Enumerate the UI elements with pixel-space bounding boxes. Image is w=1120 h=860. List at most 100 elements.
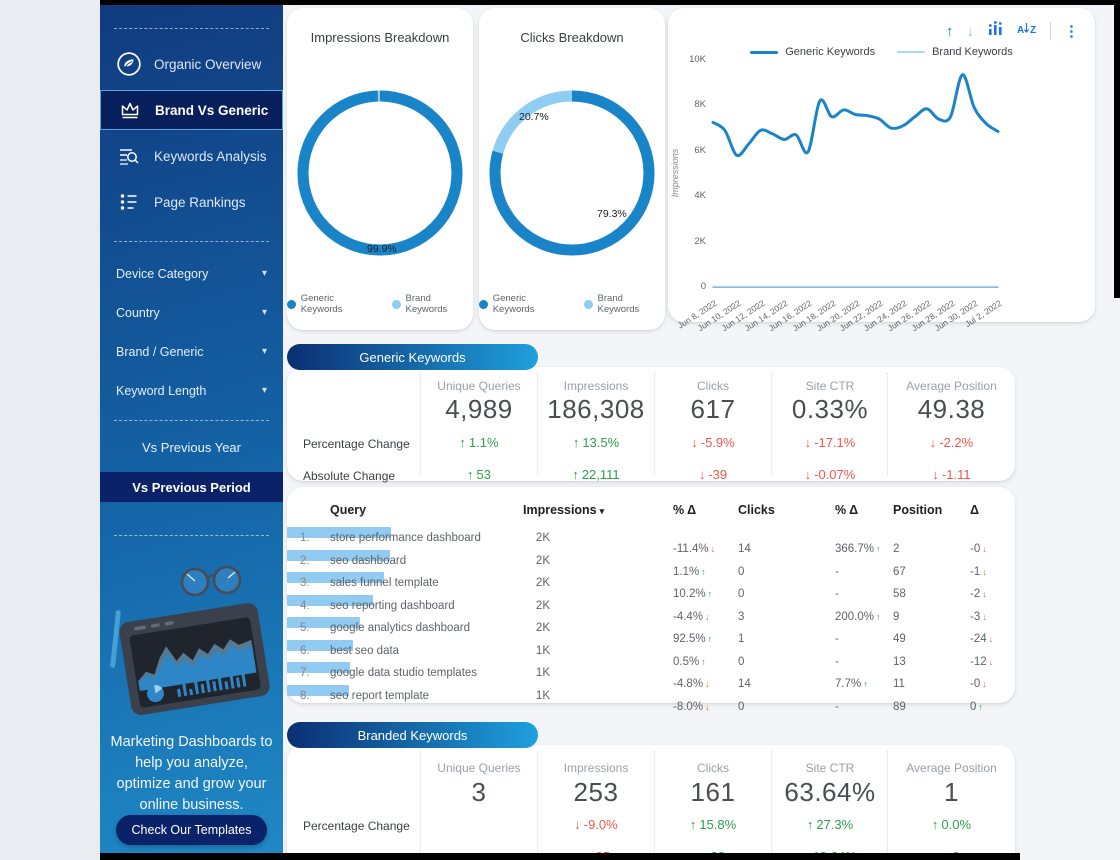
explore-chart-icon[interactable] — [987, 20, 1004, 42]
clicks-cell: 0 — [738, 700, 745, 713]
impressions-bar — [287, 684, 349, 696]
arrow-down-icon: ↓ — [982, 544, 987, 554]
delta-cell: -2 ↓ — [970, 583, 987, 605]
sort-ascending-icon[interactable]: ↑ — [946, 22, 954, 40]
impressions-cell: 2K — [535, 554, 550, 567]
filter-label: Brand / Generic — [116, 344, 204, 359]
arrow-down-icon: ↓ — [705, 679, 710, 689]
sidebar-item-keywords-analysis[interactable]: Keywords Analysis — [100, 136, 283, 176]
sidebar-item-page-rankings[interactable]: Page Rankings — [100, 182, 283, 222]
query-cell: google data studio templates — [330, 667, 478, 679]
filter-device-category[interactable]: Device Category ▾ — [100, 254, 283, 293]
column-header-[interactable]: Δ — [970, 503, 979, 517]
sidebar-divider — [114, 241, 269, 242]
frame-edge — [100, 853, 1020, 860]
column-header-clicks[interactable]: Clicks — [738, 503, 775, 517]
arrow-up-icon: ↑ — [572, 467, 579, 482]
column-header-query[interactable]: Query — [330, 503, 367, 517]
arrow-up-icon: ↑ — [707, 589, 713, 599]
arrow-down-icon: ↓ — [705, 701, 710, 712]
arrow-down-icon: ↓ — [698, 467, 706, 482]
filter-brand-generic[interactable]: Brand / Generic ▾ — [100, 332, 283, 371]
arrow-up-icon: ↑ — [701, 656, 706, 667]
generic-keywords-tab[interactable]: Generic Keywords — [287, 344, 538, 370]
line-chart-legend: Generic Keywords Brand Keywords — [668, 46, 1095, 58]
delta-text: 7.7% — [835, 678, 862, 690]
impressions-cell: 2K — [535, 599, 550, 612]
impressions-donut-chart[interactable] — [295, 88, 465, 258]
legend-item-brand-keywords: Brand Keywords — [583, 293, 665, 315]
arrow-up-icon: ↑ — [707, 634, 713, 644]
sidebar-filters: Device Category ▾ Country ▾ Brand / Generic ▾… — [100, 254, 283, 410]
column-header--2[interactable]: % Δ — [835, 503, 859, 517]
check-templates-button[interactable]: Check Our Templates — [116, 815, 267, 845]
clicks-donut-chart[interactable] — [487, 88, 657, 258]
change-text: 27.3% — [816, 817, 854, 832]
change-text: 53 — [476, 467, 491, 482]
row-rank: 4. — [300, 599, 310, 612]
delta-text: - — [835, 700, 839, 713]
compare-vs-previous-period[interactable]: Vs Previous Period — [100, 472, 283, 502]
delta-text: -8.0% — [673, 700, 704, 713]
delta-cell: 7.7% ↑ — [835, 673, 868, 695]
clicks-cell: 14 — [738, 543, 751, 555]
compare-vs-previous-year[interactable]: Vs Previous Year — [141, 439, 241, 455]
percentage-change-value: ↑ 1.1% — [421, 435, 537, 450]
column-header-[interactable]: % Δ — [673, 503, 697, 517]
arrow-down-icon: ↓ — [929, 435, 937, 450]
delta-cell: 0.5% ↑ — [673, 651, 706, 673]
legend-item-generic-keywords: Generic Keywords — [479, 293, 568, 315]
impressions-cell: 2K — [535, 532, 550, 544]
donut-percent-label: 79.3% — [597, 208, 627, 220]
delta-text: - — [835, 633, 839, 645]
arrow-down-icon: ↓ — [932, 467, 939, 482]
change-text: -17.1% — [814, 435, 856, 450]
delta-cell: -12 ↓ — [970, 651, 993, 673]
pencil-icon — [110, 610, 121, 668]
branded-keywords-tab[interactable]: Branded Keywords — [287, 722, 538, 748]
legend-label: Brand Keywords — [405, 293, 448, 315]
impressions-bar — [287, 527, 391, 538]
sort-descending-icon[interactable]: ↓ — [966, 22, 975, 40]
page-left-margin — [0, 0, 100, 860]
sidebar-divider — [114, 28, 269, 29]
filter-country[interactable]: Country ▾ — [100, 293, 283, 332]
percentage-change-value: ↓ -17.1% — [772, 435, 888, 450]
promo-text: Marketing Dashboards to help you analyze… — [110, 734, 273, 813]
impressions-cell: 1K — [535, 689, 550, 702]
chevron-down-icon: ▾ — [261, 346, 267, 357]
arrow-up-icon: ↑ — [978, 701, 983, 712]
sidebar-item-organic-overview[interactable]: Organic Overview — [100, 44, 283, 84]
delta-text: -24 — [970, 633, 987, 645]
row-rank: 8. — [300, 689, 310, 702]
delta-text: -1 — [970, 565, 981, 578]
absolute-change-value: ↓ -1.11 — [888, 467, 1015, 482]
column-header-impressions[interactable]: Impressions ▾ — [523, 503, 605, 517]
legend-item-generic-keywords: Generic Keywords — [750, 46, 875, 58]
table-row: 2. seo dashboard 2K 1.1% ↑ 0 - 67 -1 ↓ — [287, 549, 1015, 578]
arrow-down-icon: ↓ — [982, 611, 987, 622]
position-cell: 89 — [893, 700, 906, 713]
row-rank: 3. — [300, 577, 310, 589]
filter-keyword-length[interactable]: Keyword Length ▾ — [100, 371, 283, 410]
metric-label: Impressions — [563, 379, 629, 393]
sort-caret-icon: ▾ — [599, 506, 605, 516]
delta-cell: -1 ↓ — [970, 561, 987, 583]
impressions-line-chart[interactable]: 0 2K 4K 6K 8K 10K Jun 8, 2022 Jun 10, 2022 Jun 1… — [668, 8, 1095, 333]
column-header-position[interactable]: Position — [893, 503, 943, 517]
chevron-down-icon: ▾ — [261, 307, 267, 318]
metric-label: Site CTR — [805, 379, 855, 393]
sidebar-item-brand-vs-generic[interactable]: Brand Vs Generic — [100, 90, 283, 130]
filter-label: Country — [116, 305, 160, 320]
legend-item-generic-keywords: Generic Keywords — [287, 293, 376, 315]
filter-label: Keyword Length — [116, 383, 207, 398]
more-options-icon[interactable]: ⋮ — [1064, 23, 1079, 40]
percentage-change-value: ↑ 15.8% — [655, 817, 771, 832]
delta-text: -0 — [970, 543, 981, 555]
chart-legend: Generic Keywords Brand Keywords — [287, 293, 473, 315]
delta-cell: -8.0% ↓ — [673, 696, 710, 718]
crown-icon — [117, 99, 143, 122]
